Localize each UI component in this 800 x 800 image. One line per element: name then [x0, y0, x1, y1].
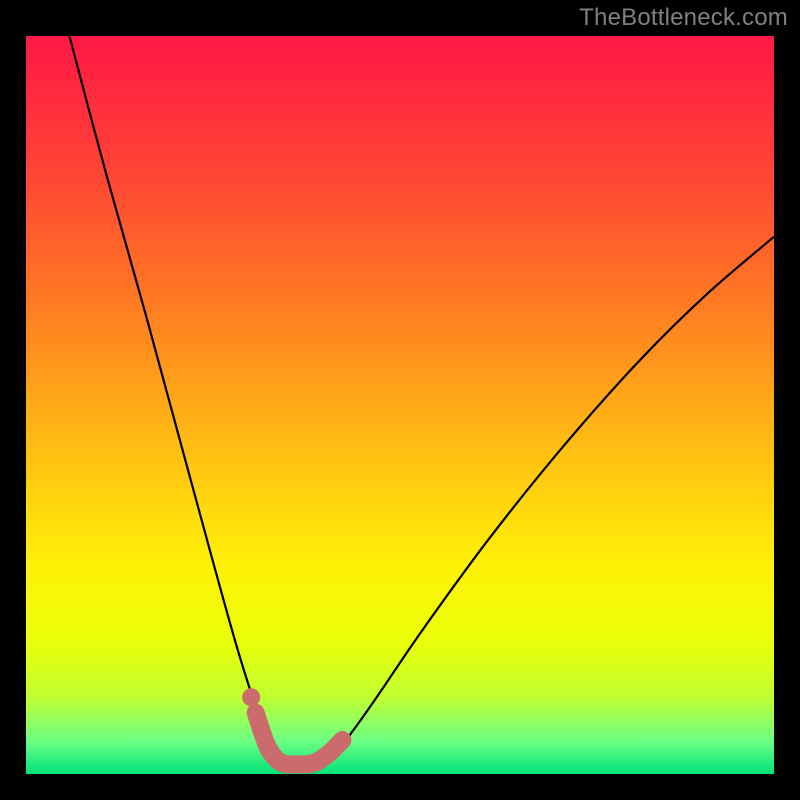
chart-frame: TheBottleneck.com — [0, 0, 800, 800]
watermark-text: TheBottleneck.com — [579, 4, 788, 32]
highlight-dot — [242, 688, 260, 706]
bottleneck-curve-chart — [0, 0, 800, 800]
